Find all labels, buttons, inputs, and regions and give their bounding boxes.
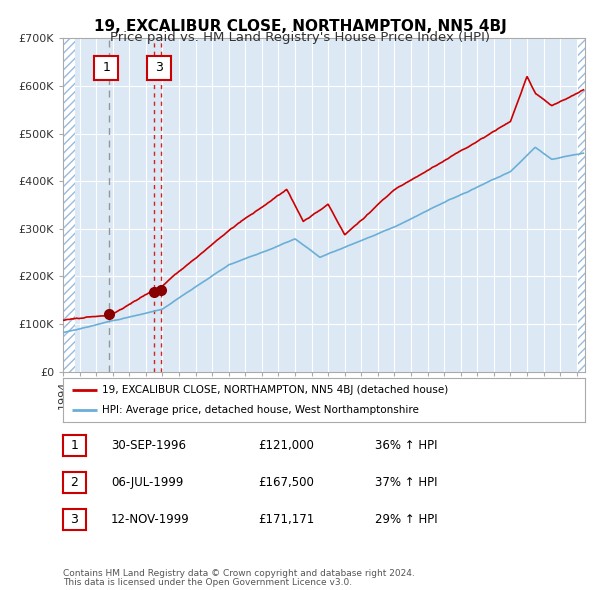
Text: 06-JUL-1999: 06-JUL-1999 [111, 476, 184, 489]
Text: 1: 1 [70, 438, 79, 452]
Text: £171,171: £171,171 [258, 513, 314, 526]
Bar [578, 38, 586, 372]
Text: HPI: Average price, detached house, West Northamptonshire: HPI: Average price, detached house, West… [102, 405, 419, 415]
Text: Price paid vs. HM Land Registry's House Price Index (HPI): Price paid vs. HM Land Registry's House … [110, 31, 490, 44]
Bar [63, 38, 75, 372]
Text: 29% ↑ HPI: 29% ↑ HPI [375, 513, 437, 526]
Text: £167,500: £167,500 [258, 476, 314, 489]
Text: 36% ↑ HPI: 36% ↑ HPI [375, 438, 437, 452]
Text: 3: 3 [70, 513, 79, 526]
Text: 12-NOV-1999: 12-NOV-1999 [111, 513, 190, 526]
Text: 3: 3 [155, 61, 163, 74]
Text: 2: 2 [70, 476, 79, 489]
Text: Contains HM Land Registry data © Crown copyright and database right 2024.: Contains HM Land Registry data © Crown c… [63, 569, 415, 578]
Text: £121,000: £121,000 [258, 438, 314, 452]
Text: This data is licensed under the Open Government Licence v3.0.: This data is licensed under the Open Gov… [63, 578, 352, 587]
Text: 19, EXCALIBUR CLOSE, NORTHAMPTON, NN5 4BJ (detached house): 19, EXCALIBUR CLOSE, NORTHAMPTON, NN5 4B… [102, 385, 448, 395]
Text: 37% ↑ HPI: 37% ↑ HPI [375, 476, 437, 489]
Text: 1: 1 [102, 61, 110, 74]
Text: 30-SEP-1996: 30-SEP-1996 [111, 438, 186, 452]
Text: 19, EXCALIBUR CLOSE, NORTHAMPTON, NN5 4BJ: 19, EXCALIBUR CLOSE, NORTHAMPTON, NN5 4B… [94, 19, 506, 34]
